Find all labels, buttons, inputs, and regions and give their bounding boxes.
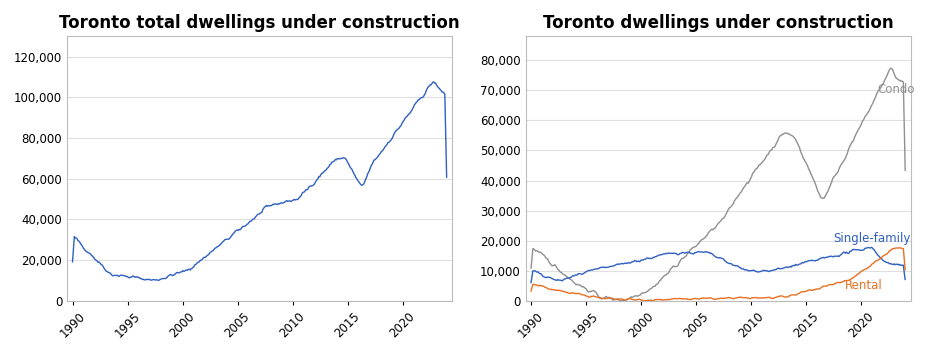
Text: Single-family: Single-family	[834, 232, 911, 245]
Text: Condo: Condo	[878, 83, 915, 96]
Title: Toronto dwellings under construction: Toronto dwellings under construction	[543, 14, 894, 32]
Text: Rental: Rental	[844, 279, 883, 292]
Title: Toronto total dwellings under construction: Toronto total dwellings under constructi…	[59, 14, 460, 32]
